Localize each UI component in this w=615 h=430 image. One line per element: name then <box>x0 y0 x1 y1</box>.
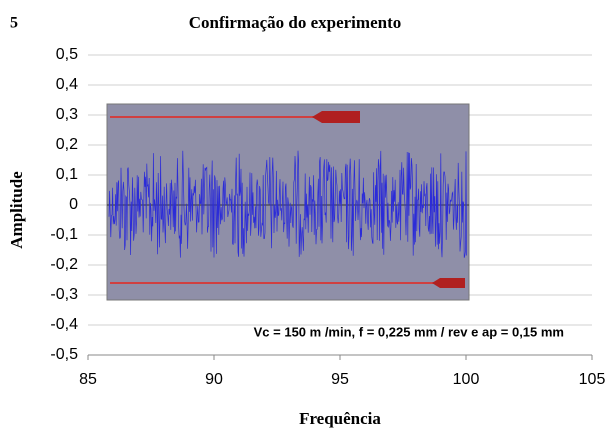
page: {"chart_data": {"type": "line", "figure_… <box>0 0 615 430</box>
x-tick-label: 95 <box>331 371 349 388</box>
signal-image <box>107 104 469 300</box>
y-axis-label: Amplitude <box>7 171 26 249</box>
y-tick-label: 0,4 <box>56 76 78 93</box>
y-tick-label: -0,2 <box>50 256 78 273</box>
y-tick-label: -0,5 <box>50 346 78 363</box>
chart: 5 Confirmação do experimento Frequência … <box>0 0 615 430</box>
y-tick-label: 0,5 <box>56 46 78 63</box>
y-tick-label: -0,1 <box>50 226 78 243</box>
upper-arrow <box>312 111 360 123</box>
annotation: Vc = 150 m /min, f = 0,225 mm / rev e ap… <box>254 324 564 339</box>
y-tick-label: 0,3 <box>56 106 78 123</box>
y-tick-label: -0,4 <box>50 316 78 333</box>
x-tick-label: 105 <box>579 371 606 388</box>
figure-number: 5 <box>10 15 18 32</box>
x-axis-label: Frequência <box>299 409 381 428</box>
y-tick-label: -0,3 <box>50 286 78 303</box>
y-tick-label: 0,2 <box>56 136 78 153</box>
x-tick-label: 100 <box>453 371 480 388</box>
y-tick-label: 0,1 <box>56 166 78 183</box>
x-tick-label: 90 <box>205 371 223 388</box>
x-tick-label: 85 <box>79 371 97 388</box>
y-tick-label: 0 <box>69 196 78 213</box>
chart-title: Confirmação do experimento <box>189 13 401 32</box>
